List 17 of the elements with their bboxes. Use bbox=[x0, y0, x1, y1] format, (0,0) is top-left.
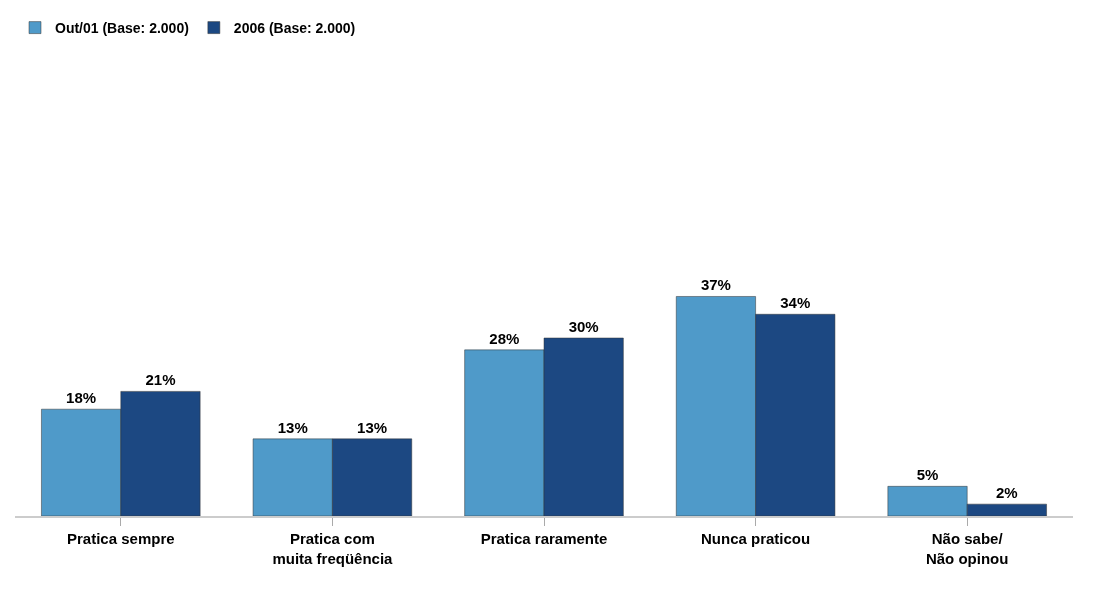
data-label: 18% bbox=[66, 389, 97, 407]
data-label: 2% bbox=[996, 484, 1018, 502]
data-label: 21% bbox=[145, 371, 176, 389]
data-label: 13% bbox=[277, 418, 308, 436]
data-label: 34% bbox=[780, 294, 811, 312]
x-tick-label: Pratica com muita freqüência bbox=[272, 530, 394, 567]
legend-label: 2006 (Base: 2.000) bbox=[233, 20, 356, 37]
x-tick-label: Pratica sempre bbox=[67, 530, 175, 547]
x-tick-label: Pratica raramente bbox=[480, 530, 608, 547]
x-tick-label: Não sabe/ Não opinou bbox=[925, 530, 1009, 567]
legend-label: Out/01 (Base: 2.000) bbox=[55, 20, 189, 37]
data-label: 37% bbox=[700, 276, 731, 294]
x-tick-label: Nunca praticou bbox=[701, 530, 811, 547]
data-label: 5% bbox=[916, 466, 939, 484]
data-label: 30% bbox=[568, 318, 599, 335]
data-label: 28% bbox=[489, 329, 520, 347]
data-label: 13% bbox=[357, 418, 388, 436]
